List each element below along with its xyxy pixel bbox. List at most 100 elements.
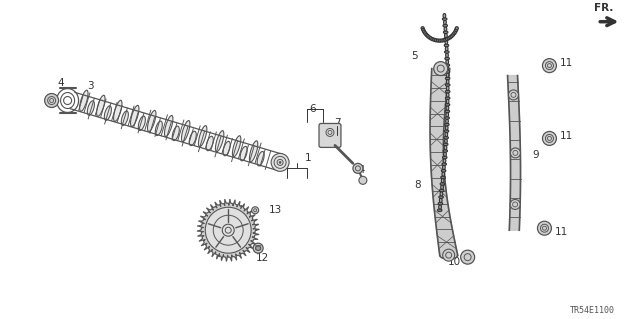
Ellipse shape	[440, 191, 443, 196]
Ellipse shape	[445, 90, 450, 93]
Ellipse shape	[257, 152, 264, 166]
Ellipse shape	[438, 39, 442, 42]
Circle shape	[510, 199, 520, 210]
Ellipse shape	[172, 126, 179, 141]
Ellipse shape	[442, 178, 444, 183]
Ellipse shape	[440, 189, 444, 192]
Circle shape	[510, 148, 520, 158]
Circle shape	[353, 163, 363, 173]
Ellipse shape	[444, 137, 449, 139]
Text: 10: 10	[448, 257, 461, 267]
Ellipse shape	[443, 165, 445, 170]
Circle shape	[253, 243, 263, 253]
Ellipse shape	[223, 141, 230, 156]
Ellipse shape	[216, 131, 224, 152]
Text: 4: 4	[58, 78, 64, 87]
Ellipse shape	[138, 116, 145, 130]
Ellipse shape	[206, 136, 213, 151]
Ellipse shape	[445, 47, 448, 51]
Ellipse shape	[446, 73, 449, 77]
Ellipse shape	[198, 126, 207, 147]
Ellipse shape	[425, 33, 428, 36]
Ellipse shape	[439, 196, 444, 198]
Ellipse shape	[182, 121, 190, 142]
Text: 5: 5	[412, 51, 418, 61]
Ellipse shape	[441, 185, 444, 189]
Ellipse shape	[446, 66, 449, 71]
Ellipse shape	[443, 13, 445, 18]
Ellipse shape	[445, 84, 450, 86]
Ellipse shape	[428, 36, 431, 39]
Ellipse shape	[148, 110, 156, 131]
Ellipse shape	[445, 70, 450, 73]
Ellipse shape	[454, 30, 457, 33]
Ellipse shape	[422, 28, 425, 32]
Ellipse shape	[445, 77, 450, 80]
Ellipse shape	[438, 202, 443, 205]
Ellipse shape	[444, 37, 449, 40]
Ellipse shape	[445, 57, 449, 60]
Text: 14: 14	[353, 165, 367, 175]
Ellipse shape	[445, 139, 447, 143]
Ellipse shape	[455, 27, 458, 30]
Ellipse shape	[446, 93, 449, 97]
Ellipse shape	[232, 136, 241, 157]
Polygon shape	[197, 199, 259, 261]
Ellipse shape	[445, 40, 447, 44]
Ellipse shape	[444, 143, 448, 146]
Circle shape	[271, 153, 289, 171]
Ellipse shape	[426, 34, 429, 38]
Ellipse shape	[131, 105, 139, 126]
Ellipse shape	[444, 38, 447, 41]
Ellipse shape	[445, 126, 448, 130]
Text: 1: 1	[305, 153, 311, 163]
Text: 11: 11	[560, 58, 573, 68]
Ellipse shape	[446, 79, 449, 84]
Circle shape	[538, 221, 552, 235]
Ellipse shape	[164, 115, 173, 137]
Ellipse shape	[446, 112, 449, 117]
Ellipse shape	[442, 18, 447, 20]
Ellipse shape	[452, 32, 456, 35]
Ellipse shape	[445, 132, 448, 137]
Ellipse shape	[445, 123, 449, 126]
Text: TR54E1100: TR54E1100	[570, 306, 614, 315]
Ellipse shape	[444, 31, 448, 33]
FancyBboxPatch shape	[319, 123, 341, 147]
Ellipse shape	[444, 20, 446, 25]
Ellipse shape	[424, 32, 427, 35]
Ellipse shape	[250, 141, 258, 162]
Ellipse shape	[104, 106, 111, 120]
Ellipse shape	[240, 146, 247, 161]
Ellipse shape	[446, 99, 449, 104]
Ellipse shape	[79, 90, 88, 111]
Text: 12: 12	[255, 253, 269, 263]
Ellipse shape	[444, 44, 449, 47]
Ellipse shape	[442, 169, 446, 172]
Circle shape	[543, 59, 556, 73]
Text: 7: 7	[333, 118, 340, 129]
Ellipse shape	[422, 30, 426, 33]
Text: 11: 11	[555, 227, 568, 237]
Text: 11: 11	[560, 131, 573, 141]
Ellipse shape	[189, 131, 196, 146]
Text: 8: 8	[415, 180, 421, 190]
Ellipse shape	[443, 159, 446, 163]
Ellipse shape	[87, 101, 95, 115]
Ellipse shape	[442, 172, 445, 176]
Ellipse shape	[431, 38, 434, 41]
Circle shape	[434, 62, 448, 76]
Circle shape	[45, 93, 59, 108]
Text: 13: 13	[269, 205, 282, 215]
Ellipse shape	[447, 37, 451, 40]
Ellipse shape	[445, 119, 449, 123]
Circle shape	[279, 161, 281, 163]
Ellipse shape	[454, 28, 458, 32]
Ellipse shape	[445, 103, 450, 106]
Ellipse shape	[445, 116, 449, 119]
Ellipse shape	[440, 182, 445, 185]
Ellipse shape	[436, 39, 440, 42]
Ellipse shape	[433, 38, 436, 41]
Ellipse shape	[446, 86, 449, 91]
Circle shape	[443, 249, 454, 261]
